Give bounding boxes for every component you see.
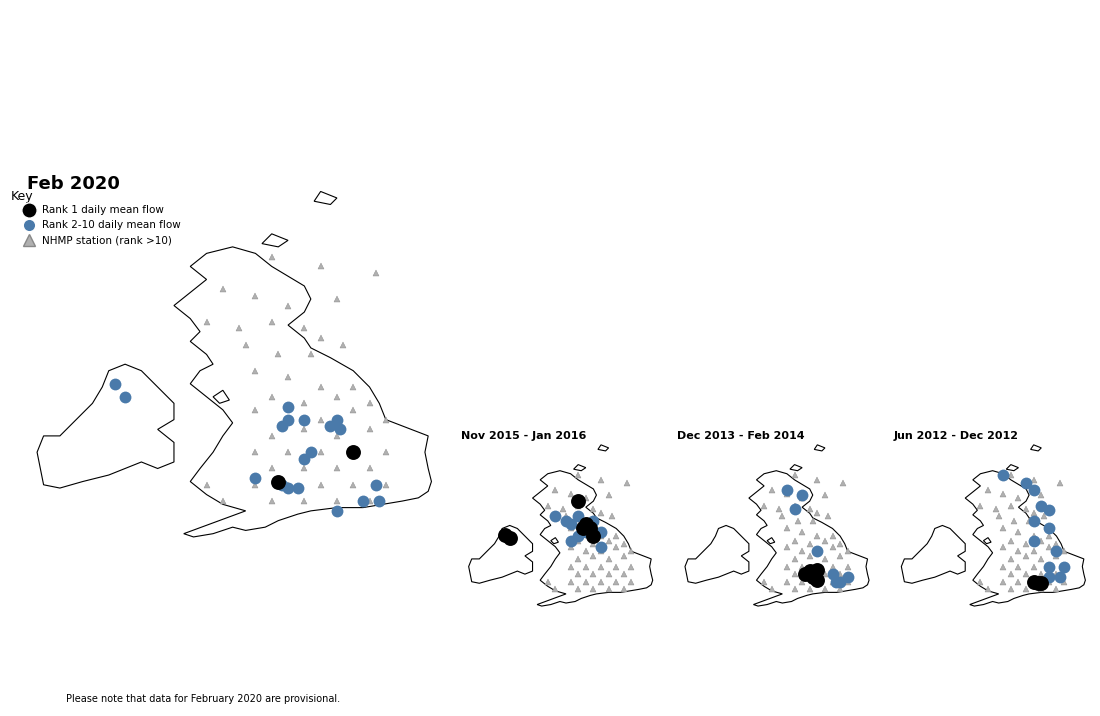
Legend: Rank 1 daily mean flow, Rank 2-10 daily mean flow, NHMP station (rank >10): Rank 1 daily mean flow, Rank 2-10 daily …	[16, 203, 183, 248]
Text: Jun 2012 - Dec 2012: Jun 2012 - Dec 2012	[893, 432, 1019, 442]
Polygon shape	[174, 247, 431, 537]
Polygon shape	[551, 538, 559, 543]
Polygon shape	[598, 445, 608, 451]
Polygon shape	[262, 234, 288, 247]
Polygon shape	[469, 526, 532, 584]
Polygon shape	[814, 445, 825, 451]
Polygon shape	[965, 470, 1086, 606]
Polygon shape	[1031, 445, 1042, 451]
Polygon shape	[1006, 465, 1019, 470]
Text: Please note that data for February 2020 are provisional.: Please note that data for February 2020 …	[66, 694, 340, 704]
Polygon shape	[315, 191, 337, 205]
Polygon shape	[37, 364, 174, 488]
Polygon shape	[901, 526, 965, 584]
Text: Key: Key	[11, 190, 34, 203]
Text: Dec 2013 - Feb 2014: Dec 2013 - Feb 2014	[676, 432, 804, 442]
Text: Feb 2020: Feb 2020	[28, 175, 120, 193]
Polygon shape	[213, 390, 230, 403]
Polygon shape	[790, 465, 802, 470]
Polygon shape	[983, 538, 991, 543]
Polygon shape	[685, 526, 749, 584]
Polygon shape	[749, 470, 869, 606]
Polygon shape	[767, 538, 774, 543]
Text: Nov 2015 - Jan 2016: Nov 2015 - Jan 2016	[461, 432, 586, 442]
Polygon shape	[573, 465, 586, 470]
Polygon shape	[532, 470, 652, 606]
